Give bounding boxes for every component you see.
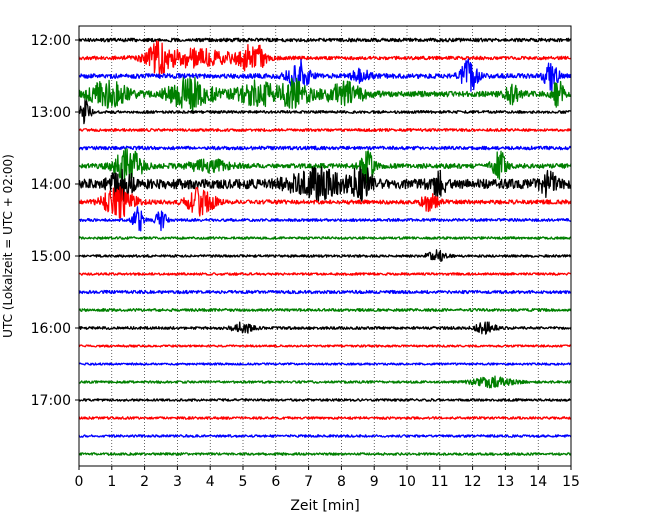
x-tick-label: 10 — [398, 474, 416, 490]
y-axis-label: UTC (Lokalzeit = UTC + 02:00) — [1, 154, 15, 338]
x-tick-label: 11 — [431, 474, 449, 490]
x-tick-label: 13 — [496, 474, 514, 490]
trace-1630 — [78, 362, 572, 366]
y-tick-label: 14:00 — [31, 177, 71, 193]
trace-1515 — [78, 272, 572, 276]
x-tick-label: 3 — [173, 474, 182, 490]
grid-lines — [111, 26, 539, 466]
trace-1600 — [78, 321, 572, 335]
y-tick-label: 17:00 — [31, 393, 71, 409]
y-tick-label: 13:00 — [31, 105, 71, 121]
x-tick-label: 6 — [271, 474, 280, 490]
trace-1700 — [78, 398, 572, 402]
x-tick-label: 5 — [239, 474, 248, 490]
x-tick-label: 4 — [206, 474, 215, 490]
trace-1245 — [78, 76, 572, 112]
y-tick-label: 16:00 — [31, 321, 71, 337]
trace-1615 — [78, 344, 572, 348]
trace-1530 — [78, 289, 572, 295]
trace-1345 — [78, 148, 572, 184]
trace-1330 — [78, 145, 572, 151]
trace-1300 — [78, 99, 572, 125]
trace-1230 — [78, 58, 572, 94]
trace-1645 — [78, 375, 572, 389]
x-tick-label: 1 — [107, 474, 116, 490]
x-axis-label: Zeit [min] — [290, 498, 359, 514]
trace-1445 — [78, 236, 572, 240]
x-tick-label: 8 — [337, 474, 346, 490]
trace-1715 — [78, 416, 572, 420]
trace-1315 — [78, 127, 572, 133]
x-tick-label: 9 — [370, 474, 379, 490]
x-tick-label: 0 — [75, 474, 84, 490]
x-tick-label: 7 — [304, 474, 313, 490]
y-axis: 12:00 13:00 14:00 15:00 16:00 17:00 — [31, 33, 79, 409]
trace-1545 — [78, 307, 572, 313]
trace-1215 — [78, 40, 572, 76]
x-axis: 0 1 2 3 4 5 6 7 8 9 10 11 12 13 14 15 — [75, 466, 580, 490]
trace-1400 — [78, 166, 572, 202]
x-tick-label: 15 — [562, 474, 580, 490]
x-tick-label: 14 — [529, 474, 547, 490]
trace-1745 — [78, 452, 572, 456]
trace-1200 — [78, 37, 572, 43]
x-tick-label: 12 — [464, 474, 482, 490]
trace-1730 — [78, 434, 572, 438]
trace-1500 — [78, 249, 572, 263]
plot-frame — [78, 25, 572, 467]
trace-1415 — [78, 186, 572, 219]
y-tick-label: 15:00 — [31, 249, 71, 265]
x-tick-label: 2 — [140, 474, 149, 490]
trace-1430 — [78, 206, 572, 232]
seismogram-traces — [78, 37, 572, 456]
y-tick-label: 12:00 — [31, 33, 71, 49]
